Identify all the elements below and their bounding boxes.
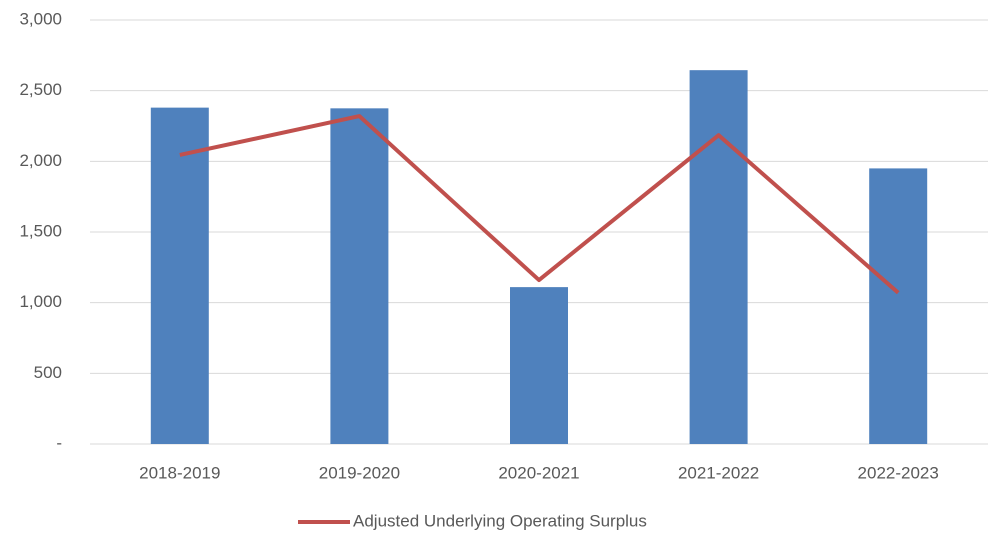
x-tick-label: 2019-2020 bbox=[319, 463, 400, 482]
bar bbox=[869, 168, 928, 444]
y-tick-label: 500 bbox=[34, 363, 62, 382]
y-tick-label: 1,000 bbox=[19, 292, 62, 311]
x-tick-label: 2021-2022 bbox=[678, 463, 759, 482]
x-tick-label: 2020-2021 bbox=[498, 463, 579, 482]
y-tick-label: 2,000 bbox=[19, 151, 62, 170]
bar bbox=[330, 108, 389, 444]
y-tick-label: 3,000 bbox=[19, 9, 62, 28]
bar bbox=[689, 70, 748, 444]
bar bbox=[150, 107, 209, 445]
y-tick-label: 1,500 bbox=[19, 221, 62, 240]
line bbox=[179, 114, 900, 295]
bar bbox=[510, 287, 568, 444]
x-tick-label: 2022-2023 bbox=[858, 463, 939, 482]
y-tick-label: 2,500 bbox=[19, 80, 62, 99]
legend-label: Adjusted Underlying Operating Surplus bbox=[353, 511, 647, 530]
y-tick-label: - bbox=[56, 433, 62, 452]
x-tick-label: 2018-2019 bbox=[139, 463, 220, 482]
